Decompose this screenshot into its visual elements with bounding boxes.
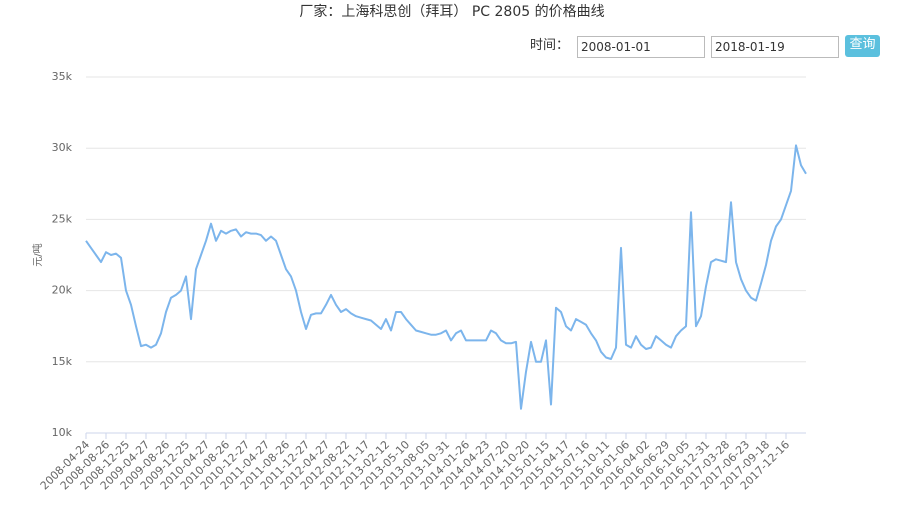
chart-title: 厂家：上海科思创（拜耳） PC 2805 的价格曲线 (299, 3, 604, 20)
y-tick-label: 35k (52, 70, 73, 83)
end-date-input[interactable]: 2018-01-19 (711, 36, 839, 58)
time-label: 时间： (530, 38, 570, 53)
y-tick-label: 25k (52, 212, 73, 225)
y-tick-label: 10k (52, 426, 73, 439)
start-date-input[interactable]: 2008-01-01 (577, 36, 705, 58)
y-tick-label: 30k (52, 141, 73, 154)
y-tick-label: 20k (52, 284, 73, 297)
price-line (85, 144, 807, 410)
query-button[interactable]: 查询 (845, 35, 880, 57)
y-tick-label: 15k (52, 355, 73, 368)
y-axis-label: 元/吨 (31, 243, 44, 266)
